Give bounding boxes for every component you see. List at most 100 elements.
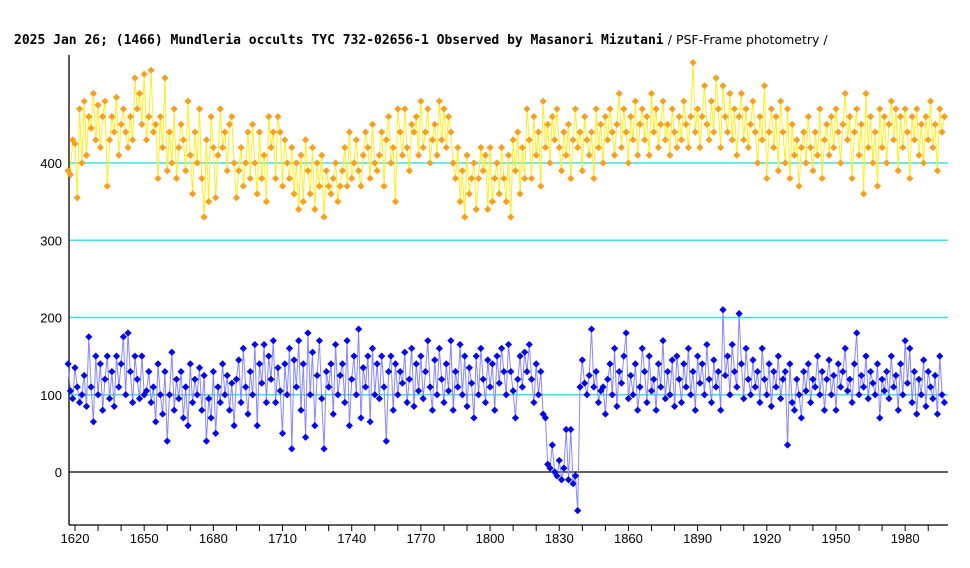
data-point-comparison xyxy=(601,113,609,121)
data-point-target xyxy=(348,375,356,383)
data-point-target xyxy=(498,344,506,352)
data-point-comparison xyxy=(813,151,822,159)
data-point-comparison xyxy=(221,128,229,136)
data-point-comparison xyxy=(285,174,294,183)
data-point-target xyxy=(295,337,303,345)
data-point-comparison xyxy=(375,151,383,159)
data-point-target xyxy=(613,402,621,410)
data-point-target xyxy=(530,398,538,407)
data-point-target xyxy=(214,383,222,391)
data-point-comparison xyxy=(216,105,224,113)
data-point-target xyxy=(488,360,496,368)
x-tick-label: 1650 xyxy=(130,531,159,546)
data-point-target xyxy=(876,414,884,422)
y-tick-label: 400 xyxy=(40,156,62,171)
data-point-target xyxy=(481,398,490,407)
data-point-comparison xyxy=(101,97,109,105)
data-point-comparison xyxy=(525,136,533,144)
data-point-comparison xyxy=(774,167,782,175)
data-point-comparison xyxy=(809,167,817,175)
data-point-comparison xyxy=(419,143,427,152)
data-point-target xyxy=(345,422,354,430)
data-point-target xyxy=(315,337,324,345)
data-point-comparison xyxy=(800,128,808,136)
data-point-comparison xyxy=(860,190,868,198)
data-point-target xyxy=(99,406,107,414)
data-point-comparison xyxy=(657,120,665,128)
data-point-target xyxy=(548,441,556,449)
data-point-target xyxy=(705,375,713,383)
data-point-comparison xyxy=(802,159,810,167)
data-point-comparison xyxy=(541,143,550,152)
x-tick-label: 1980 xyxy=(891,531,920,546)
data-point-target xyxy=(302,433,310,441)
data-point-target xyxy=(78,391,86,399)
data-point-comparison xyxy=(569,136,577,144)
data-point-comparison xyxy=(447,128,455,136)
data-point-comparison xyxy=(366,174,374,183)
data-point-comparison xyxy=(484,205,492,213)
data-point-target xyxy=(64,360,72,368)
data-point-comparison xyxy=(426,159,434,167)
data-point-target xyxy=(636,383,644,391)
data-point-comparison xyxy=(94,101,102,109)
data-point-target xyxy=(924,367,932,376)
data-point-target xyxy=(361,383,370,391)
data-point-comparison xyxy=(311,205,319,213)
data-point-comparison xyxy=(149,128,158,136)
data-point-comparison xyxy=(117,120,125,128)
data-point-comparison xyxy=(608,128,616,136)
data-point-target xyxy=(248,391,257,399)
data-point-comparison xyxy=(292,159,300,167)
data-point-target xyxy=(350,352,358,360)
data-point-target xyxy=(495,379,503,387)
data-point-target xyxy=(147,398,155,407)
data-point-comparison xyxy=(165,128,174,136)
data-point-target xyxy=(753,367,762,376)
data-point-target xyxy=(574,507,582,515)
data-point-target xyxy=(246,367,254,376)
data-point-comparison xyxy=(622,128,630,136)
data-point-comparison xyxy=(521,174,529,183)
data-point-target xyxy=(403,398,411,407)
data-point-comparison xyxy=(214,151,222,159)
data-point-comparison xyxy=(705,136,713,144)
data-point-comparison xyxy=(269,128,277,136)
data-point-comparison xyxy=(896,113,905,121)
chart-title: 2025 Jan 26; (1466) Mundleria occults TY… xyxy=(14,32,828,48)
data-point-target xyxy=(232,375,241,383)
data-point-comparison xyxy=(726,89,734,98)
data-point-target xyxy=(866,367,875,376)
data-point-target xyxy=(760,375,769,383)
data-point-target xyxy=(823,375,831,383)
data-point-comparison xyxy=(115,151,123,159)
data-point-comparison xyxy=(119,105,128,113)
x-tick-label: 1890 xyxy=(683,531,712,546)
data-point-comparison xyxy=(414,151,423,159)
data-point-comparison xyxy=(235,167,243,175)
data-point-target xyxy=(871,391,879,399)
data-point-comparison xyxy=(371,159,379,167)
data-point-comparison xyxy=(341,143,349,152)
data-point-target xyxy=(654,360,663,368)
data-point-comparison xyxy=(687,113,695,121)
data-point-target xyxy=(629,391,637,399)
data-point-target xyxy=(518,383,526,391)
data-point-comparison xyxy=(172,174,181,183)
data-point-comparison xyxy=(675,113,683,121)
data-point-target xyxy=(892,371,900,380)
data-point-comparison xyxy=(696,143,704,152)
data-point-comparison xyxy=(389,143,397,152)
data-point-comparison xyxy=(359,151,367,159)
data-point-comparison xyxy=(650,128,658,136)
data-point-target xyxy=(138,352,146,360)
data-point-comparison xyxy=(78,159,86,167)
data-point-comparison xyxy=(276,128,284,136)
data-point-target xyxy=(555,456,563,465)
data-point-target xyxy=(652,406,660,414)
data-point-target xyxy=(758,344,766,352)
data-point-target xyxy=(901,337,909,345)
data-point-comparison xyxy=(329,174,337,183)
data-point-target xyxy=(417,352,425,360)
data-point-target xyxy=(80,371,88,380)
